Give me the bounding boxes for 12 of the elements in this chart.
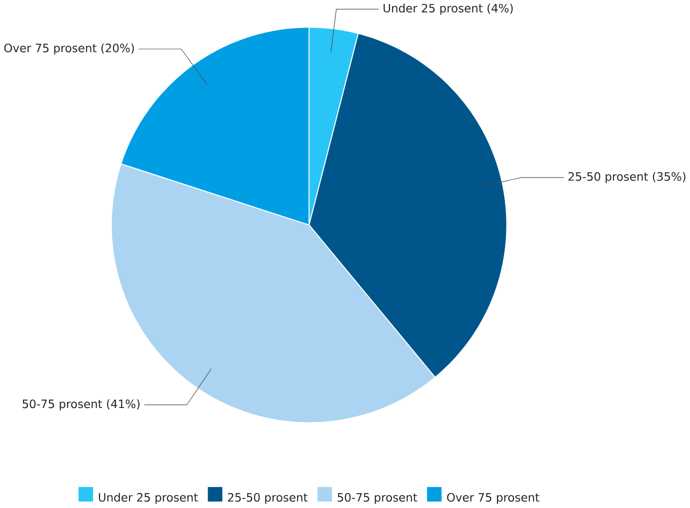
slice-label: 25-50 prosent bbox=[568, 172, 648, 184]
slice-label: Over 75 prosent bbox=[4, 44, 96, 55]
legend-label: Over 75 prosent bbox=[447, 493, 540, 504]
legend-label: 25-50 prosent bbox=[228, 493, 308, 504]
legend-label: Under 25 prosent bbox=[98, 492, 198, 504]
slice-label: Under 25 prosent bbox=[384, 4, 483, 15]
data-label: (35%) bbox=[652, 172, 686, 182]
data-label: (4%) bbox=[488, 4, 513, 14]
slice-label: 50-75 prosent bbox=[22, 400, 102, 411]
data-label: (41%) bbox=[106, 399, 140, 410]
data-label: (20%) bbox=[101, 44, 134, 54]
legend-label: 50-75 prosent bbox=[338, 493, 418, 504]
